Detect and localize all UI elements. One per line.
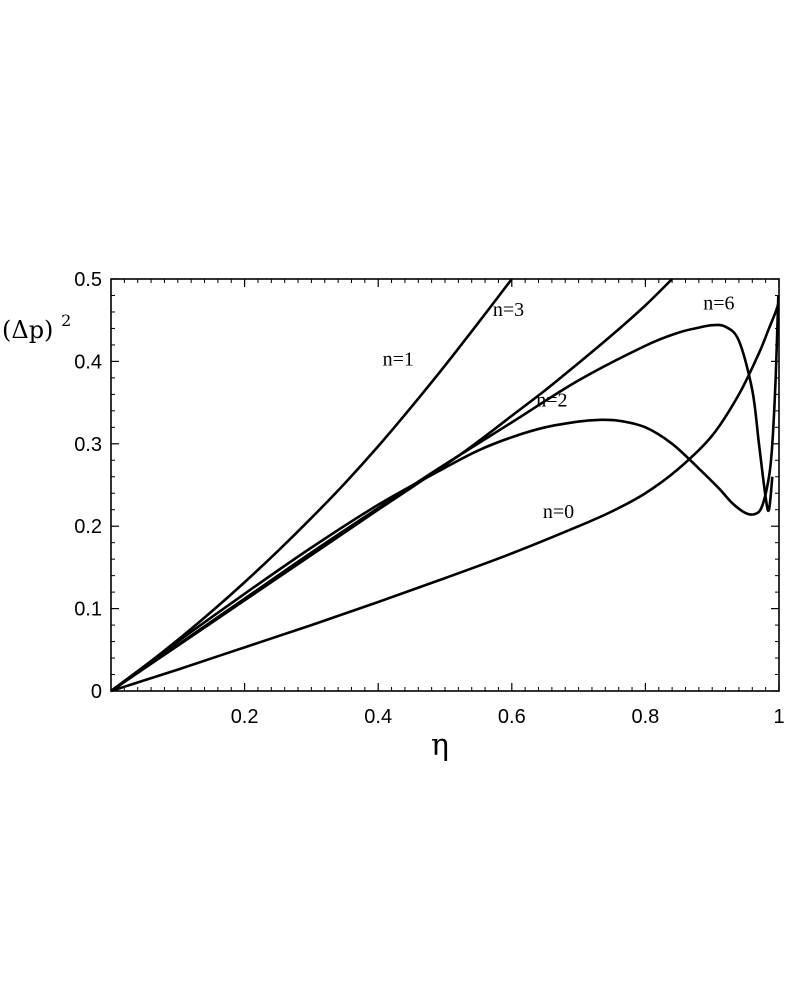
x-axis-title: η bbox=[431, 728, 449, 763]
y-tick-label: 0 bbox=[91, 681, 102, 703]
series-line-n2 bbox=[110, 295, 780, 693]
curve-labels: n=1 n=3 n=6 n=2 n=0 bbox=[383, 292, 735, 522]
series-label-n2: n=2 bbox=[536, 390, 567, 412]
series-label-n1: n=1 bbox=[383, 349, 414, 371]
tick-labels: 0.2 0.4 0.6 0.8 1 0 0.1 0.2 0.3 0.4 0.5 bbox=[74, 269, 784, 728]
series-line-n6 bbox=[110, 323, 774, 693]
series-label-n6: n=6 bbox=[703, 292, 734, 314]
series-label-n0: n=0 bbox=[543, 501, 574, 523]
y-tick-label: 0.2 bbox=[74, 516, 102, 538]
y-tick-label: 0.4 bbox=[74, 351, 102, 373]
x-tick-label: 0.6 bbox=[498, 706, 526, 728]
y-axis-title-exponent: 2 bbox=[61, 311, 71, 330]
plot-frame bbox=[110, 278, 780, 692]
series-label-n3: n=3 bbox=[493, 299, 524, 321]
x-tick-label: 0.4 bbox=[364, 706, 392, 728]
y-tick-label: 0.1 bbox=[74, 599, 102, 621]
y-tick-label: 0.5 bbox=[74, 269, 102, 291]
series-line-n1 bbox=[110, 278, 513, 693]
series-line-n0 bbox=[110, 303, 780, 693]
x-tick-label: 0.2 bbox=[231, 706, 259, 728]
series-curves bbox=[110, 278, 780, 693]
y-axis-title: (Δp) 2 bbox=[2, 311, 71, 344]
axis-ticks bbox=[111, 278, 780, 692]
x-tick-label: 0.8 bbox=[631, 706, 659, 728]
y-axis-title-base: (Δp) bbox=[2, 316, 53, 344]
x-tick-label: 1 bbox=[773, 706, 784, 728]
y-tick-label: 0.3 bbox=[74, 434, 102, 456]
